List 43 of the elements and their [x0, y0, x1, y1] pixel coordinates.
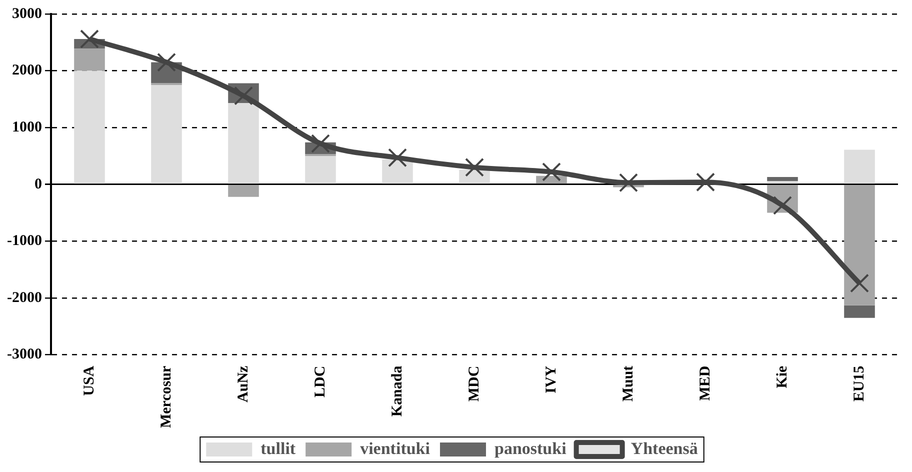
x-tick-label: Kie: [774, 365, 790, 388]
bar: [305, 156, 336, 184]
legend-label: vientituki: [360, 438, 430, 458]
point: [157, 52, 176, 72]
x-tick-label: LDC: [312, 366, 328, 398]
bar: [767, 180, 798, 184]
point: [465, 158, 484, 177]
point: [388, 148, 407, 168]
bar: [74, 48, 105, 71]
y-tick-label: 2000: [12, 62, 42, 79]
y-tick-label: 1000: [12, 119, 42, 136]
bar: [844, 150, 875, 184]
legend-label: tullit: [260, 438, 296, 458]
bar: [151, 85, 182, 184]
x-tick-label: AuNz: [235, 365, 252, 402]
legend-label: Yhteensä: [630, 438, 698, 458]
point: [850, 274, 869, 293]
y-tick-label: 3000: [12, 6, 42, 22]
bar: [228, 103, 259, 184]
point: [542, 162, 561, 182]
x-tick-label: USA: [81, 366, 98, 396]
x-tick-label: Muut: [620, 366, 636, 402]
point: [311, 134, 330, 153]
x-tick-label: Mercosur: [158, 365, 174, 428]
point: [696, 172, 715, 192]
bar: [382, 159, 413, 184]
point: [80, 30, 99, 48]
x-tick-label: MED: [697, 366, 714, 401]
y-tick-label: -2000: [6, 290, 42, 306]
x-tick-label: Kanada: [389, 365, 406, 417]
bar: [767, 177, 798, 181]
x-tick-label: EU15: [851, 366, 868, 402]
x-tick-label: IVY: [543, 366, 560, 394]
y-tick-label: 0: [34, 176, 42, 192]
point: [619, 173, 638, 192]
y-tick-label: -3000: [6, 346, 42, 363]
x-tick-label: MDC: [466, 366, 482, 402]
y-tick-label: -1000: [6, 233, 42, 250]
bar: [228, 185, 259, 197]
bar: [844, 305, 875, 318]
bar: [844, 185, 875, 306]
bar: [74, 70, 105, 184]
legend-label: panostuki: [494, 438, 567, 458]
